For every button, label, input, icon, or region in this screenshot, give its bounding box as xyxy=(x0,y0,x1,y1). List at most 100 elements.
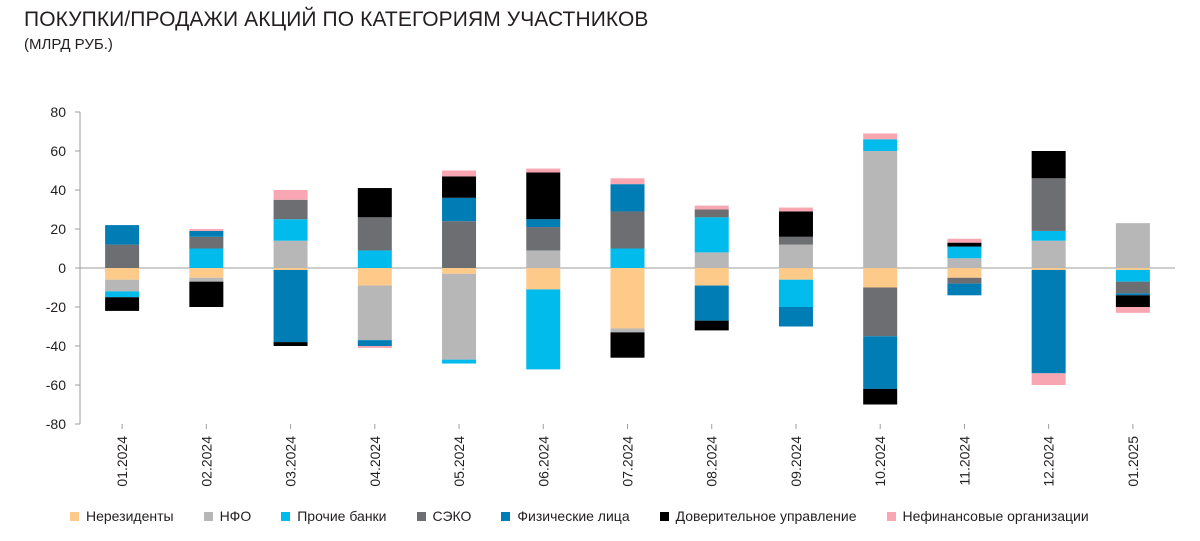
legend-item: Прочие банки xyxy=(281,508,387,524)
bar-segment xyxy=(947,258,982,268)
x-tick-label: 06.2024 xyxy=(535,436,551,487)
bar-segment xyxy=(526,268,561,290)
bar-segment xyxy=(610,178,645,185)
stacked-bar-chart: 80 60 40 20 0 -20 -40 -60 -80 01.2024 02.2024 03.20… xyxy=(46,104,1175,487)
legend-item: Физические лица xyxy=(501,508,630,524)
bar-segment xyxy=(1031,178,1066,231)
bar-segment xyxy=(863,133,898,140)
bar-segment xyxy=(189,229,224,231)
y-tick-label: 0 xyxy=(58,260,66,276)
bar-segment xyxy=(610,268,645,329)
x-tick-label: 02.2024 xyxy=(198,436,214,487)
x-tick-label: 09.2024 xyxy=(788,436,804,487)
legend-swatch xyxy=(203,511,213,521)
x-tick-label: 12.2024 xyxy=(1041,436,1057,487)
bar-segment xyxy=(357,346,392,348)
bar-segment xyxy=(442,273,477,360)
bar-segment xyxy=(526,219,561,228)
bar-segment xyxy=(610,248,645,268)
bar-segment xyxy=(189,281,224,307)
bar-segment xyxy=(189,248,224,268)
legend-label: НФО xyxy=(219,508,252,524)
bar-segment xyxy=(442,221,477,268)
bar-segment xyxy=(105,279,140,292)
bar-segment xyxy=(1115,295,1150,307)
x-tick-label: 01.2024 xyxy=(114,436,130,487)
bar-segment xyxy=(947,238,982,243)
chart-legend: Нерезиденты НФО Прочие банки СЭКО Физические… xyxy=(70,508,1089,524)
y-tick-label: -40 xyxy=(46,338,66,354)
bar-segment xyxy=(105,297,140,311)
bar-segment xyxy=(863,139,898,151)
legend-swatch xyxy=(659,511,669,521)
bar-segment xyxy=(694,285,729,321)
x-tick-label: 11.2024 xyxy=(956,436,972,486)
bar-segment xyxy=(357,340,392,346)
bar-segment xyxy=(778,307,813,327)
legend-swatch xyxy=(70,511,79,521)
legend-item: Доверительное управление xyxy=(659,508,857,524)
bar-segment xyxy=(526,172,561,220)
bar-segment xyxy=(189,236,224,249)
bar-segment xyxy=(1115,268,1150,270)
bar-segment xyxy=(357,188,392,218)
bar-segment xyxy=(778,236,813,245)
bar-segment xyxy=(357,250,392,268)
bar-segment xyxy=(694,320,729,331)
bar-segment xyxy=(442,359,477,364)
bar-segment xyxy=(442,170,477,177)
bar-segment xyxy=(526,250,561,268)
bar-segment xyxy=(189,268,224,278)
bar-segment xyxy=(357,268,392,286)
chart-title: ПОКУПКИ/ПРОДАЖИ АКЦИЙ ПО КАТЕГОРИЯМ УЧАС… xyxy=(24,8,649,31)
bar-segment xyxy=(357,217,392,251)
bar-segment xyxy=(189,277,224,282)
bar-segment xyxy=(610,332,645,358)
legend-item: Нерезиденты xyxy=(70,508,174,524)
bar-segment xyxy=(694,252,729,268)
x-tick-label: 08.2024 xyxy=(704,436,720,487)
bar-segment xyxy=(1031,268,1066,270)
chart-subtitle: (МЛРД РУБ.) xyxy=(24,36,113,53)
bar-segment xyxy=(947,283,982,296)
bar-segment xyxy=(610,328,645,333)
bar-segment xyxy=(863,336,898,389)
bar-segment xyxy=(526,227,561,251)
bar-segment xyxy=(947,277,982,284)
legend-label: СЭКО xyxy=(432,508,472,524)
bar-segment xyxy=(1115,281,1150,294)
bar-segment xyxy=(1031,151,1066,179)
bar-segment xyxy=(357,285,392,341)
bar-segment xyxy=(694,217,729,253)
bar-segment xyxy=(189,230,224,237)
bar-segment xyxy=(1115,293,1150,296)
legend-label: Нерезиденты xyxy=(86,508,174,524)
bar-segment xyxy=(526,289,561,370)
bar-segment xyxy=(694,205,729,210)
legend-label: Физические лица xyxy=(517,508,630,524)
bar-segment xyxy=(1031,269,1066,374)
bar-segment xyxy=(273,268,308,270)
y-tick-label: -60 xyxy=(46,377,66,393)
bar-segment xyxy=(1031,240,1066,268)
bar-segment xyxy=(947,246,982,259)
bar-segment xyxy=(442,197,477,222)
x-tick-label: 01.2025 xyxy=(1125,436,1141,487)
legend-swatch xyxy=(281,511,291,521)
bar-segment xyxy=(273,199,308,220)
bar-segment xyxy=(1115,307,1150,313)
bar-segment xyxy=(778,207,813,212)
bar-segment xyxy=(778,211,813,237)
bar-segment xyxy=(863,287,898,337)
bar-segment xyxy=(863,388,898,405)
bar-segment xyxy=(442,176,477,198)
bar-segment xyxy=(1115,269,1150,282)
bar-segment xyxy=(273,269,308,343)
bar-segment xyxy=(273,219,308,241)
bar-segment xyxy=(778,268,813,280)
y-tick-label: 20 xyxy=(50,221,66,237)
y-tick-label: -20 xyxy=(46,299,66,315)
bar-segment xyxy=(610,184,645,212)
bar-segment xyxy=(273,342,308,346)
bar-segment xyxy=(778,279,813,307)
